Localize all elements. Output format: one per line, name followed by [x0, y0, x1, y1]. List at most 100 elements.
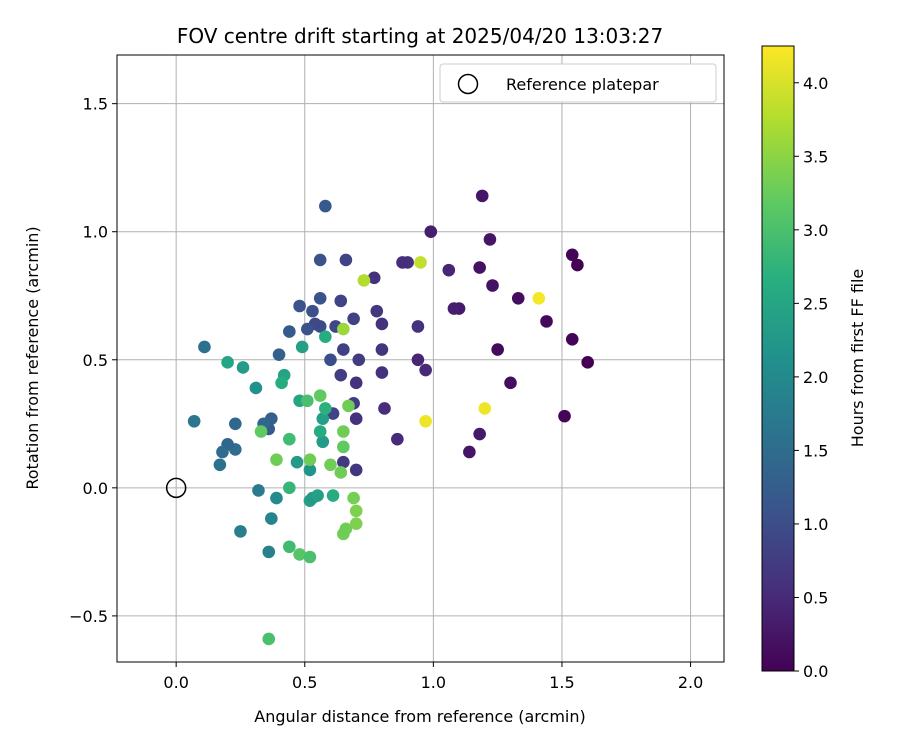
scatter-point [265, 512, 278, 525]
scatter-point [491, 343, 504, 356]
scatter-point [313, 389, 327, 402]
scatter-point [334, 368, 348, 382]
scatter-point [293, 548, 306, 561]
x-tick-label: 1.0 [421, 673, 446, 692]
y-tick-label: 1.5 [83, 95, 108, 114]
scatter-point [283, 481, 296, 495]
scatter-point [411, 320, 425, 333]
colorbar-tick-label: 3.0 [803, 221, 828, 240]
scatter-point [301, 394, 314, 408]
scatter-point [262, 632, 276, 646]
scatter-point [303, 453, 317, 466]
scatter-point [571, 258, 584, 272]
colorbar-tick-label: 0.0 [803, 662, 828, 681]
scatter-point [236, 361, 250, 374]
scatter-point [463, 445, 476, 459]
scatter-point [337, 440, 350, 454]
scatter-point [375, 366, 389, 379]
scatter-point [352, 353, 366, 367]
scatter-point [511, 292, 525, 305]
scatter-point [370, 304, 384, 318]
scatter-point [447, 302, 461, 315]
colorbar-ticks: 0.0 0.5 1.0 1.5 2.0 2.5 3.0 3.5 4.0 [794, 74, 828, 681]
scatter-point [313, 425, 327, 438]
scatter-point [378, 402, 391, 415]
scatter-point [337, 425, 350, 438]
scatter-point [234, 525, 247, 538]
scatter-point [319, 330, 332, 344]
scatter-point [339, 253, 353, 267]
x-axis-label: Angular distance from reference (arcmin) [254, 707, 585, 726]
scatter-point [270, 453, 283, 466]
scatter-point [442, 263, 456, 277]
scatter-point [319, 199, 332, 213]
scatter-point [311, 489, 324, 502]
scatter-point [303, 550, 317, 564]
scatter-point [391, 432, 404, 446]
scatter-points [187, 189, 594, 646]
scatter-point [565, 332, 579, 346]
y-axis-label: Rotation from reference (arcmin) [23, 226, 42, 489]
y-tick-label: −0.5 [69, 607, 108, 626]
scatter-point [290, 455, 304, 469]
scatter-point [213, 458, 227, 472]
scatter-point [558, 409, 571, 423]
colorbar: 0.0 0.5 1.0 1.5 2.0 2.5 3.0 3.5 4.0 Hours from f… [761, 45, 867, 681]
scatter-point [337, 343, 350, 356]
scatter-point [324, 458, 337, 472]
scatter-point [375, 317, 389, 331]
legend-entry-reference: Reference platepar [506, 75, 659, 94]
scatter-point [473, 427, 486, 441]
grid-lines [117, 55, 724, 662]
scatter-point [313, 292, 327, 305]
scatter-point [303, 463, 317, 477]
y-tick-label: 1.0 [83, 223, 108, 242]
scatter-point [357, 274, 371, 287]
scatter-point [349, 517, 363, 530]
scatter-point [229, 417, 242, 431]
scatter-point [293, 299, 306, 313]
colorbar-gradient [761, 45, 795, 672]
colorbar-tick-label: 3.5 [803, 147, 828, 166]
scatter-point [349, 463, 363, 477]
scatter-point [198, 340, 211, 354]
colorbar-tick-label: 2.0 [803, 368, 828, 387]
scatter-point [295, 340, 309, 354]
y-tick-label: 0.5 [83, 351, 108, 370]
scatter-point [419, 414, 432, 428]
scatter-point [324, 353, 337, 367]
legend: Reference platepar [439, 63, 717, 103]
colorbar-tick-label: 2.5 [803, 294, 828, 313]
y-axis-ticks: −0.5 0.0 0.5 1.0 1.5 [69, 95, 117, 626]
scatter-point [187, 414, 201, 428]
legend-box [439, 63, 717, 103]
x-tick-label: 0.0 [163, 673, 188, 692]
scatter-point [283, 325, 296, 338]
scatter-point [581, 356, 594, 369]
scatter-point [283, 432, 296, 446]
y-tick-label: 0.0 [83, 479, 108, 498]
scatter-point [349, 376, 363, 390]
x-tick-label: 0.5 [292, 673, 317, 692]
colorbar-tick-label: 4.0 [803, 74, 828, 93]
scatter-point [540, 315, 553, 328]
scatter-point [270, 491, 283, 505]
x-tick-label: 1.5 [549, 673, 574, 692]
reference-marker-layer [165, 477, 187, 499]
scatter-point [221, 356, 234, 369]
scatter-point [411, 353, 425, 367]
scatter-point [478, 402, 492, 415]
scatter-point [254, 425, 268, 438]
x-axis-ticks: 0.0 0.5 1.0 1.5 2.0 [163, 662, 703, 692]
scatter-point [349, 504, 363, 518]
scatter-point [375, 343, 389, 356]
scatter-point [424, 225, 438, 239]
scatter-point [473, 261, 486, 274]
scatter-point [347, 312, 360, 326]
scatter-point [313, 253, 327, 267]
colorbar-tick-label: 1.0 [803, 515, 828, 534]
scatter-point [334, 466, 348, 479]
scatter-point [216, 445, 229, 459]
x-tick-label: 2.0 [678, 673, 703, 692]
colorbar-tick-label: 1.5 [803, 441, 828, 460]
